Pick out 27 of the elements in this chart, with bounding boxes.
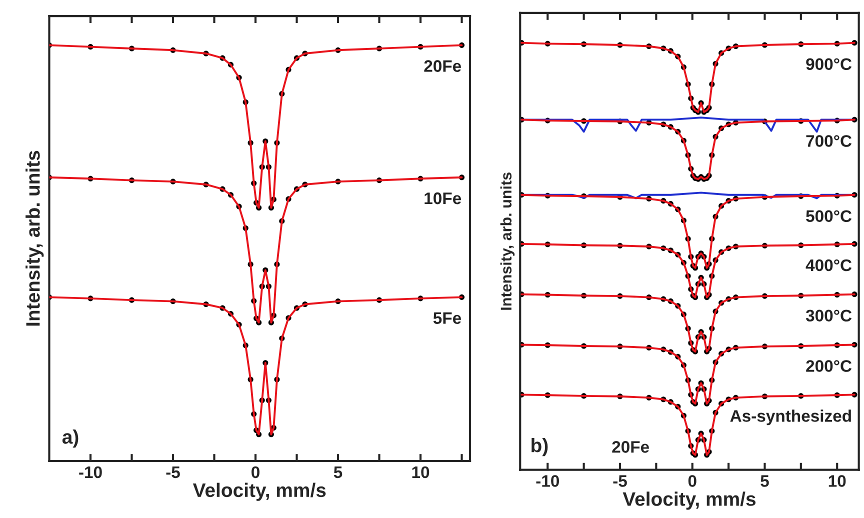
- x-axis-title: Velocity, mm/s: [192, 482, 326, 501]
- y-axis-title: Intensity, arb. units: [26, 150, 44, 326]
- series-label: 700°C: [806, 135, 852, 147]
- x-tick-label: -5: [613, 475, 627, 487]
- x-tick-label: 0: [688, 475, 696, 487]
- series-label: 5Fe: [433, 312, 462, 324]
- x-tick-label: 5: [760, 475, 769, 487]
- annotation: a): [62, 430, 78, 448]
- annotation: 20Fe: [612, 441, 649, 453]
- x-tick-label: 5: [334, 466, 342, 478]
- series-label: 500°C: [806, 210, 852, 222]
- series-label: 900°C: [806, 58, 852, 70]
- x-tick-label: -10: [79, 466, 102, 478]
- x-tick-label: -5: [166, 466, 180, 478]
- x-tick-label: -10: [536, 475, 559, 487]
- x-tick-label: 10: [412, 466, 430, 478]
- series-label: 400°C: [806, 259, 852, 272]
- x-axis-title: Velocity, mm/s: [622, 492, 756, 510]
- annotation: b): [532, 438, 548, 456]
- y-axis-title: Intensity, arb. units: [500, 172, 515, 310]
- x-tick-label: 0: [252, 466, 260, 478]
- series-label: As-synthesized: [730, 410, 851, 426]
- series-label: 20Fe: [424, 60, 462, 72]
- series-label: 200°C: [806, 360, 852, 372]
- series-label: 300°C: [806, 310, 852, 322]
- series-label: 10Fe: [424, 192, 462, 204]
- x-tick-label: 10: [828, 475, 846, 487]
